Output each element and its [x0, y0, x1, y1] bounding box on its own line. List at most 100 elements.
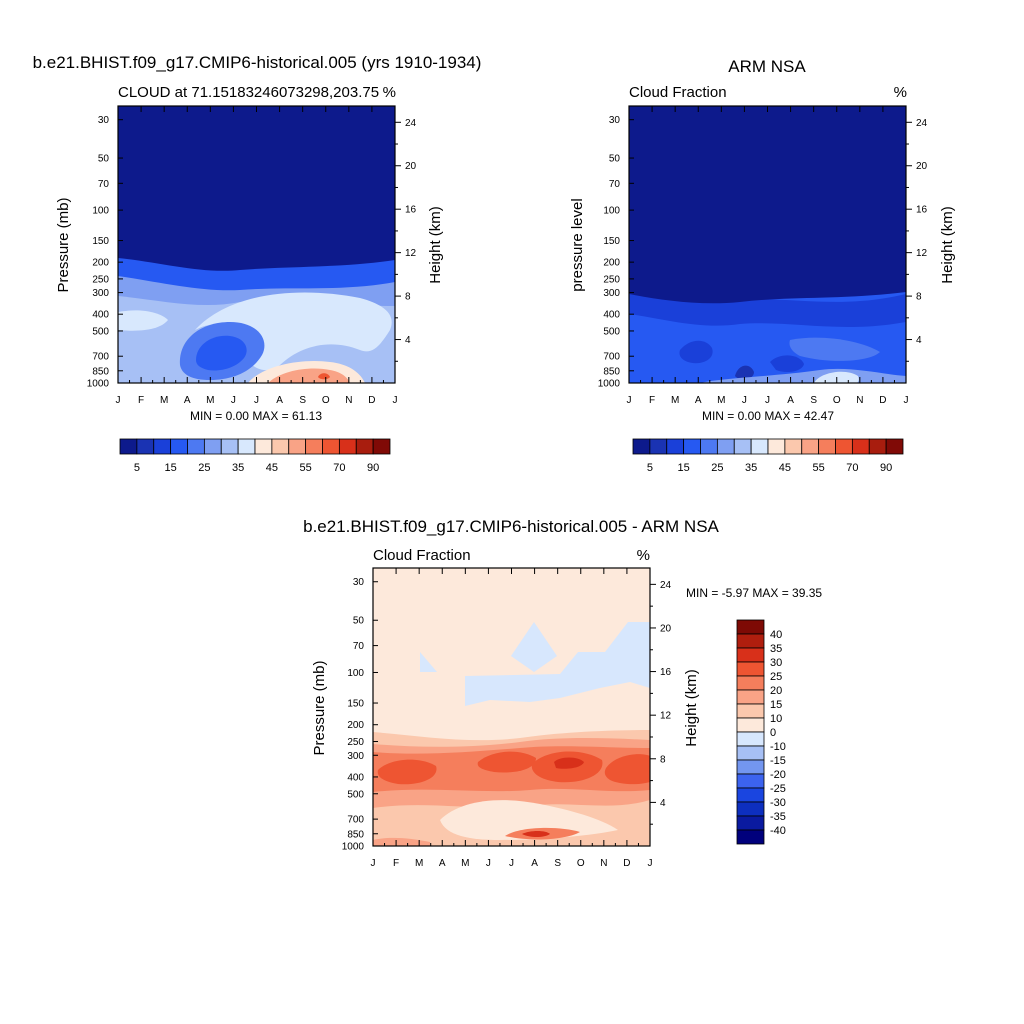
x-tick-label: A — [439, 858, 446, 869]
panel-diff: b.e21.BHIST.f09_g17.CMIP6-historical.005… — [303, 517, 822, 869]
colorbar-swatch — [203, 438, 222, 455]
colorbar-label: 90 — [880, 462, 892, 474]
colorbar-label: 45 — [779, 462, 791, 474]
x-tick-label: J — [371, 858, 376, 869]
height-tick-label: 8 — [916, 292, 922, 303]
x-tick-label: D — [879, 395, 886, 406]
y-tick-label: 150 — [347, 699, 364, 710]
colorbar-label: 15 — [678, 462, 690, 474]
x-tick-label: N — [345, 395, 352, 406]
colorbar-swatch — [818, 438, 836, 455]
panel-model-colorbar: 5 15 25 35 45 55 70 90 — [119, 438, 391, 474]
x-tick-label: M — [160, 395, 168, 406]
y-tick-label: 50 — [353, 616, 365, 627]
x-tick-label: O — [833, 395, 841, 406]
x-tick-label: O — [322, 395, 330, 406]
colorbar-label: 15 — [165, 462, 177, 474]
height-tick-label: 12 — [916, 248, 928, 259]
colorbar-swatch — [736, 647, 765, 663]
x-tick-label: M — [415, 858, 423, 869]
x-tick-label: D — [368, 395, 375, 406]
y-tick-label: 500 — [92, 326, 109, 337]
panel-diff-max-left — [377, 759, 437, 785]
y-tick-label: 700 — [92, 352, 109, 363]
y-tick-label: 150 — [92, 236, 109, 247]
panel-diff-ylabel: Pressure (mb) — [311, 660, 328, 755]
y-tick-label: 30 — [609, 115, 621, 126]
colorbar-swatch — [868, 438, 887, 455]
panel-model-ylabel-right: Height (km) — [427, 206, 444, 284]
y-tick-label: 100 — [347, 668, 364, 679]
colorbar-swatch — [372, 438, 391, 455]
colorbar-swatch — [736, 745, 765, 761]
height-tick-label: 4 — [916, 335, 922, 346]
colorbar-swatch — [736, 633, 765, 649]
x-tick-label: J — [742, 395, 747, 406]
colorbar-label: -30 — [770, 797, 786, 809]
height-tick-label: 12 — [405, 248, 417, 259]
panel-diff-title: b.e21.BHIST.f09_g17.CMIP6-historical.005… — [303, 517, 719, 536]
panel-obs-ylabel-right: Height (km) — [939, 206, 956, 284]
x-tick-label: N — [600, 858, 607, 869]
y-tick-label: 200 — [603, 258, 620, 269]
colorbar-swatch — [736, 661, 765, 677]
y-tick-label: 70 — [609, 179, 621, 190]
height-tick-label: 4 — [660, 798, 666, 809]
colorbar-swatch — [736, 815, 765, 831]
panel-model-upper-left-patch — [118, 310, 168, 331]
colorbar-label: 25 — [770, 671, 782, 683]
panel-model-spring-minimum-core — [196, 335, 247, 371]
colorbar-swatch — [736, 759, 765, 775]
panel-diff-left-label: Cloud Fraction — [373, 547, 471, 564]
panel-obs-title: ARM NSA — [728, 57, 806, 76]
colorbar-swatch — [136, 438, 155, 455]
panel-model-y-right-ticks: 24 20 16 12 8 4 — [395, 118, 417, 362]
colorbar-label: 40 — [770, 629, 782, 641]
colorbar-label: 45 — [266, 462, 278, 474]
x-tick-label: M — [671, 395, 679, 406]
y-tick-label: 200 — [347, 720, 364, 731]
panel-diff-plot-area — [373, 568, 650, 846]
colorbar-label: -25 — [770, 783, 786, 795]
x-tick-label: F — [393, 858, 399, 869]
panel-obs-y-ticks: 30 50 70 100 150 200 250 300 400 500 700 850 1000 — [598, 115, 634, 390]
colorbar-swatch — [322, 438, 340, 455]
panel-diff-surface-max-core — [522, 831, 550, 837]
panel-model-low-cloud-max-inner — [268, 368, 350, 383]
panel-model-title: b.e21.BHIST.f09_g17.CMIP6-historical.005… — [33, 53, 482, 72]
height-tick-label: 20 — [405, 161, 417, 172]
panel-model-y-ticks: 30 50 70 100 150 200 250 300 400 500 700 850 1000 — [87, 115, 123, 390]
height-tick-label: 16 — [405, 205, 417, 216]
x-tick-label: A — [531, 858, 538, 869]
colorbar-swatch — [338, 438, 357, 455]
colorbar-label: 55 — [300, 462, 312, 474]
colorbar-label: 15 — [770, 699, 782, 711]
x-tick-label: J — [116, 395, 121, 406]
colorbar-label: 0 — [770, 727, 776, 739]
x-tick-label: A — [787, 395, 794, 406]
y-tick-label: 400 — [603, 310, 620, 321]
x-tick-label: J — [231, 395, 236, 406]
panel-diff-peak — [554, 757, 584, 769]
height-tick-label: 16 — [916, 205, 928, 216]
y-tick-label: 50 — [609, 154, 621, 165]
x-tick-label: A — [184, 395, 191, 406]
y-tick-label: 250 — [603, 274, 620, 285]
x-tick-label: A — [276, 395, 283, 406]
height-tick-label: 12 — [660, 711, 672, 722]
x-tick-label: J — [509, 858, 514, 869]
y-tick-label: 30 — [98, 115, 110, 126]
y-tick-label: 1000 — [87, 379, 110, 390]
colorbar-swatch — [683, 438, 701, 455]
panel-diff-right-label: % — [637, 547, 650, 564]
panel-diff-max-far-right — [604, 754, 650, 785]
height-tick-label: 8 — [660, 754, 666, 765]
y-tick-label: 250 — [92, 274, 109, 285]
colorbar-swatch — [736, 829, 765, 845]
height-tick-label: 4 — [405, 335, 411, 346]
panel-obs-ylabel: pressure level — [569, 198, 586, 291]
x-tick-label: O — [577, 858, 585, 869]
